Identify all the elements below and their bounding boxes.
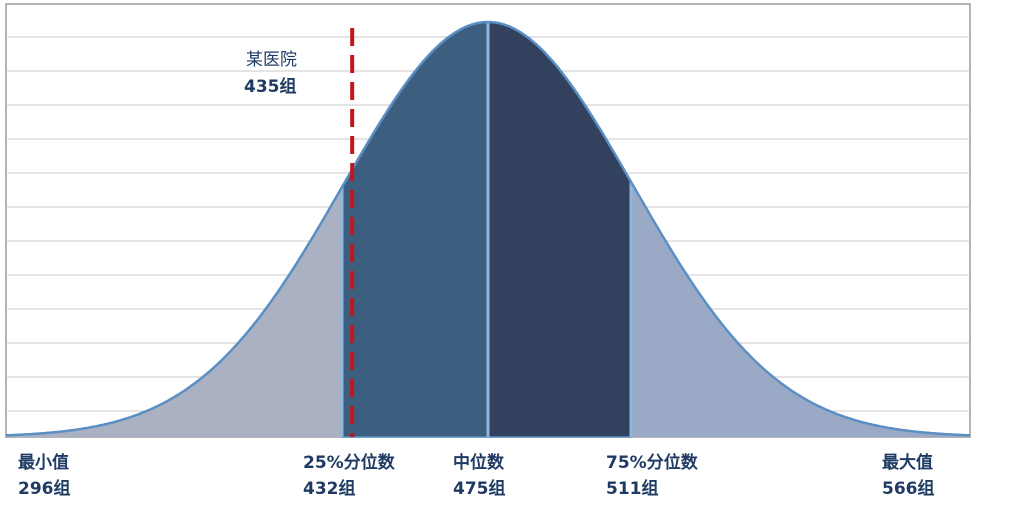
q3-label: 75%分位数	[606, 452, 699, 473]
q1-value: 432组	[303, 478, 356, 499]
hospital-value-label: 435组	[244, 76, 297, 97]
q3-value: 511组	[606, 478, 659, 499]
distribution-outline	[6, 20, 970, 437]
median-value: 475组	[453, 478, 506, 499]
q1-label: 25%分位数	[303, 452, 396, 473]
min-value: 296组	[18, 478, 71, 499]
distribution-segment-1	[6, 187, 342, 437]
max-value: 566组	[882, 478, 935, 499]
distribution-segment-4	[631, 181, 970, 437]
distribution-areas	[6, 21, 970, 438]
min-label: 最小值	[18, 452, 69, 473]
max-label: 最大值	[882, 452, 933, 473]
median-label: 中位数	[453, 452, 505, 473]
hospital-name-label: 某医院	[246, 50, 297, 70]
